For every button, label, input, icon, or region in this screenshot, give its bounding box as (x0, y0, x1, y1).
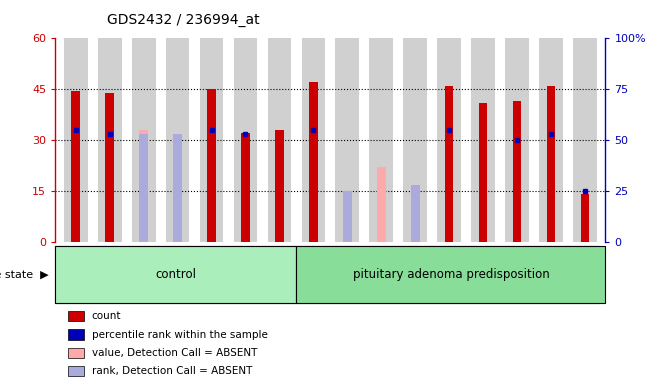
Bar (105, 93, 114, 242)
Bar (445, 86, 454, 242)
Bar (513, 101, 521, 242)
Bar (275, 130, 284, 242)
Bar (268, 38, 292, 242)
Bar (72, 91, 80, 242)
Text: value, Detection Call = ABSENT: value, Detection Call = ABSENT (92, 348, 257, 358)
Bar (309, 83, 318, 242)
Bar (343, 191, 352, 242)
Bar (55, 246, 296, 303)
Bar (98, 38, 122, 242)
Bar (234, 38, 257, 242)
Text: disease state  ▶: disease state ▶ (0, 270, 49, 280)
Text: control: control (156, 268, 197, 281)
Bar (377, 167, 385, 242)
Bar (539, 38, 563, 242)
Bar (505, 38, 529, 242)
Bar (166, 38, 189, 242)
Bar (335, 38, 359, 242)
Bar (479, 103, 488, 242)
Text: rank, Detection Call = ABSENT: rank, Detection Call = ABSENT (92, 366, 252, 376)
Text: percentile rank within the sample: percentile rank within the sample (92, 329, 268, 339)
Bar (343, 200, 352, 242)
Bar (68, 348, 84, 358)
Bar (573, 38, 597, 242)
Text: pituitary adenoma predisposition: pituitary adenoma predisposition (353, 268, 549, 281)
Bar (173, 134, 182, 242)
Bar (471, 38, 495, 242)
Bar (547, 86, 555, 242)
Bar (437, 38, 461, 242)
Bar (68, 366, 84, 376)
Bar (68, 311, 84, 321)
Bar (207, 89, 215, 242)
Bar (173, 137, 182, 242)
Bar (411, 185, 419, 242)
Bar (139, 134, 148, 242)
Bar (68, 329, 84, 340)
Bar (139, 130, 148, 242)
Bar (301, 38, 326, 242)
Bar (581, 194, 589, 242)
Bar (369, 38, 393, 242)
Bar (132, 38, 156, 242)
Bar (200, 38, 223, 242)
Text: count: count (92, 311, 121, 321)
Bar (404, 38, 427, 242)
Bar (242, 133, 250, 242)
Bar (64, 38, 88, 242)
Bar (296, 246, 605, 303)
Text: GDS2432 / 236994_at: GDS2432 / 236994_at (107, 13, 260, 27)
